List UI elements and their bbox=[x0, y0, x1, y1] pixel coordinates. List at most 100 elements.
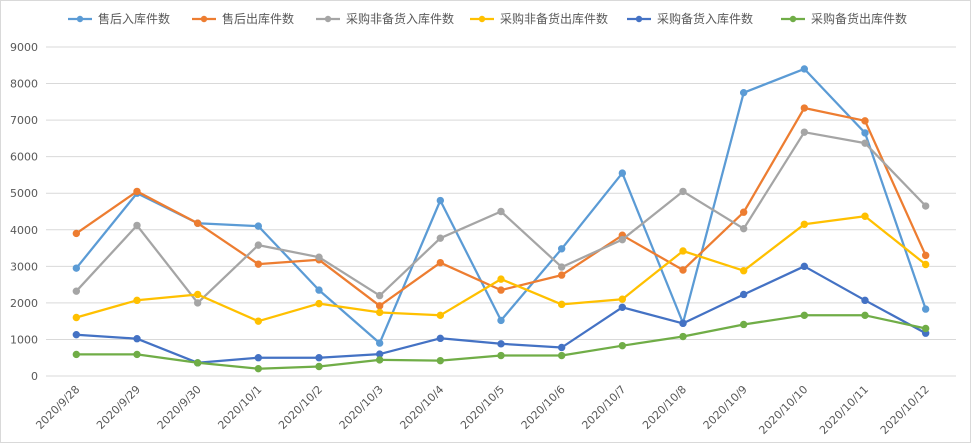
data-point bbox=[739, 224, 748, 233]
x-tick-label: 2020/10/6 bbox=[519, 383, 568, 432]
data-point bbox=[497, 340, 505, 348]
data-point bbox=[436, 258, 445, 267]
data-point bbox=[315, 299, 323, 308]
data-point bbox=[254, 317, 263, 325]
data-point bbox=[739, 88, 748, 97]
legend-item: 采购非备货出库件数 bbox=[470, 11, 608, 26]
data-point bbox=[618, 235, 627, 244]
data-point bbox=[254, 364, 263, 373]
data-point bbox=[497, 351, 505, 360]
x-tick-label: 2020/10/7 bbox=[579, 383, 628, 432]
data-point bbox=[679, 187, 687, 196]
data-point bbox=[557, 351, 566, 360]
data-point bbox=[72, 350, 81, 359]
data-point bbox=[72, 229, 81, 238]
data-point bbox=[861, 129, 869, 137]
y-tick-label: 5000 bbox=[10, 187, 38, 200]
data-point bbox=[254, 260, 263, 268]
x-tick-label: 2020/10/4 bbox=[397, 383, 446, 432]
legend-item: 采购备货入库件数 bbox=[627, 11, 753, 26]
legend-label: 采购备货出库件数 bbox=[811, 11, 907, 26]
x-tick-label: 2020/10/10 bbox=[756, 383, 810, 437]
data-point bbox=[618, 169, 627, 177]
data-point bbox=[254, 354, 263, 362]
data-point bbox=[679, 332, 687, 341]
data-point bbox=[800, 220, 809, 228]
data-point bbox=[193, 299, 202, 307]
x-tick-label: 2020/10/2 bbox=[276, 383, 325, 432]
legend-marker bbox=[789, 15, 797, 23]
data-point bbox=[193, 219, 202, 227]
data-point bbox=[133, 187, 141, 196]
data-point bbox=[739, 267, 748, 275]
y-tick-label: 1000 bbox=[10, 333, 38, 346]
data-point bbox=[921, 202, 930, 210]
x-tick-label: 2020/10/11 bbox=[817, 383, 871, 437]
data-point bbox=[133, 335, 141, 343]
data-point bbox=[133, 350, 141, 359]
x-tick-label: 2020/9/28 bbox=[33, 383, 82, 432]
data-point bbox=[861, 139, 869, 147]
legend-label: 采购非备货出库件数 bbox=[500, 11, 608, 26]
data-point bbox=[921, 305, 930, 313]
data-point bbox=[800, 104, 809, 112]
data-point bbox=[739, 320, 748, 329]
data-point bbox=[497, 316, 505, 325]
data-point bbox=[375, 308, 384, 317]
data-point bbox=[315, 253, 323, 261]
data-point bbox=[618, 341, 627, 350]
data-point bbox=[133, 221, 141, 230]
data-point bbox=[739, 290, 748, 299]
legend-marker bbox=[76, 15, 84, 23]
data-point bbox=[557, 343, 566, 352]
data-point bbox=[679, 319, 687, 328]
y-tick-label: 8000 bbox=[10, 78, 38, 91]
data-point bbox=[436, 334, 445, 343]
data-point bbox=[375, 291, 384, 300]
data-point bbox=[72, 330, 81, 339]
x-tick-label: 2020/9/29 bbox=[94, 383, 143, 432]
data-point bbox=[72, 287, 81, 295]
data-point bbox=[557, 263, 566, 271]
x-tick-label: 2020/10/5 bbox=[458, 383, 507, 432]
data-point bbox=[375, 302, 384, 310]
series-3 bbox=[72, 128, 930, 307]
data-point bbox=[315, 354, 323, 362]
data-point bbox=[800, 311, 809, 320]
y-tick-label: 9000 bbox=[10, 41, 38, 54]
data-point bbox=[739, 208, 748, 216]
legend-marker bbox=[635, 15, 643, 23]
data-point bbox=[861, 311, 869, 320]
x-tick-label: 2020/10/8 bbox=[640, 383, 689, 432]
y-tick-label: 2000 bbox=[10, 297, 38, 310]
data-point bbox=[618, 303, 627, 311]
series-6 bbox=[72, 311, 930, 373]
series-4 bbox=[72, 212, 930, 325]
y-tick-label: 4000 bbox=[10, 224, 38, 237]
data-point bbox=[133, 296, 141, 305]
legend-marker bbox=[324, 15, 332, 23]
data-point bbox=[254, 222, 263, 230]
data-point bbox=[72, 264, 81, 272]
legend-item: 采购非备货入库件数 bbox=[316, 11, 454, 26]
chart-legend: 售后入库件数 售后出库件数 采购非备货入库件数 采购非备货出库件数 采购备货入库件数 采购… bbox=[68, 11, 907, 26]
data-point bbox=[557, 300, 566, 309]
data-point bbox=[193, 290, 202, 299]
data-point bbox=[315, 286, 323, 294]
data-point bbox=[315, 362, 323, 371]
legend-label: 售后入库件数 bbox=[98, 11, 170, 26]
x-tick-label: 2020/9/30 bbox=[155, 383, 204, 432]
y-tick-label: 7000 bbox=[10, 114, 38, 127]
data-point bbox=[557, 245, 566, 253]
x-tick-label: 2020/10/9 bbox=[701, 383, 750, 432]
data-point bbox=[618, 295, 627, 303]
data-point bbox=[436, 196, 445, 205]
data-point bbox=[375, 339, 384, 347]
y-axis: 0 1000 2000 3000 4000 5000 6000 7000 8000 9000 bbox=[10, 41, 38, 383]
data-point bbox=[497, 286, 505, 294]
data-point bbox=[254, 241, 263, 249]
data-point bbox=[557, 271, 566, 279]
data-point bbox=[921, 324, 930, 333]
legend-marker bbox=[200, 15, 208, 23]
